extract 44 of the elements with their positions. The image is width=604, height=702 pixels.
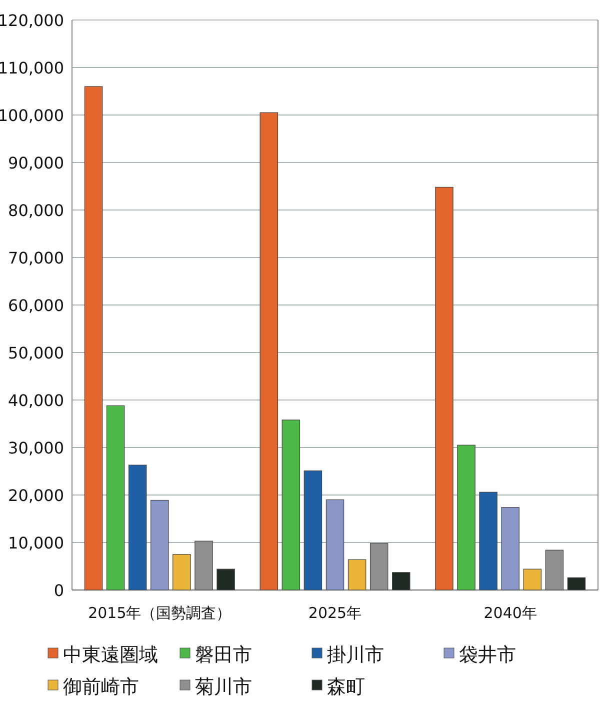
bar xyxy=(501,507,520,590)
legend-label: 菊川市 xyxy=(195,676,252,698)
y-tick-label: 70,000 xyxy=(8,248,64,268)
bar xyxy=(567,577,586,590)
x-tick-label: 2015年（国勢調査） xyxy=(88,604,232,622)
bar xyxy=(348,559,366,590)
bar xyxy=(282,420,300,590)
y-tick-label: 10,000 xyxy=(8,534,64,552)
legend-label: 森町 xyxy=(327,676,365,698)
legend-label: 掛川市 xyxy=(327,644,384,666)
bar xyxy=(260,112,278,590)
y-tick-label: 80,000 xyxy=(8,201,64,220)
y-tick-label: 90,000 xyxy=(8,154,64,172)
bar xyxy=(106,405,125,590)
x-tick-label: 2040年 xyxy=(484,604,537,622)
y-tick-label: 120,000 xyxy=(0,11,64,30)
bar xyxy=(194,540,213,590)
bar xyxy=(84,86,103,590)
bar xyxy=(392,572,410,590)
y-tick-label: 40,000 xyxy=(8,391,64,410)
y-tick-label: 100,000 xyxy=(0,106,64,125)
y-tick-label: 20,000 xyxy=(8,486,64,505)
bar xyxy=(523,568,542,590)
bar xyxy=(435,186,454,590)
x-tick-label: 2025年 xyxy=(308,604,362,622)
y-tick-label: 0 xyxy=(54,581,64,600)
bar xyxy=(128,464,147,590)
y-tick-label: 30,000 xyxy=(8,438,64,458)
bar xyxy=(216,568,235,590)
y-tick-label: 110,000 xyxy=(0,58,64,78)
bar xyxy=(545,550,564,590)
bar xyxy=(326,499,344,590)
bar xyxy=(479,492,498,590)
legend-label: 中東遠圏域 xyxy=(63,644,158,666)
bar xyxy=(457,444,476,590)
legend-label: 御前崎市 xyxy=(63,676,139,698)
bar xyxy=(370,543,388,590)
legend-label: 磐田市 xyxy=(195,644,252,666)
y-tick-label: 60,000 xyxy=(8,296,64,315)
bar xyxy=(304,470,322,590)
bar xyxy=(172,554,191,590)
bar xyxy=(150,500,169,590)
y-tick-label: 50,000 xyxy=(8,344,64,362)
legend-label: 袋井市 xyxy=(459,644,516,666)
